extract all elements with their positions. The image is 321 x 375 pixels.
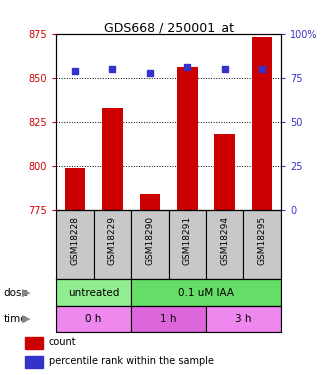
Point: [260, 66, 265, 72]
Text: GSM18229: GSM18229: [108, 216, 117, 264]
Bar: [94, 210, 131, 279]
Bar: [131, 210, 169, 279]
Text: ▶: ▶: [22, 314, 30, 324]
Text: count: count: [49, 337, 76, 347]
Bar: [56, 306, 131, 332]
Text: GDS668 / 250001_at: GDS668 / 250001_at: [104, 21, 233, 34]
Bar: [214, 134, 235, 210]
Point: [222, 66, 227, 72]
Text: dose: dose: [3, 288, 28, 297]
Bar: [131, 306, 206, 332]
Text: GSM18228: GSM18228: [70, 216, 79, 264]
Bar: [56, 279, 131, 306]
Bar: [206, 210, 243, 279]
Bar: [56, 210, 94, 279]
Text: GSM18290: GSM18290: [145, 216, 154, 265]
Bar: [177, 67, 197, 210]
Text: GSM18294: GSM18294: [220, 216, 229, 264]
Bar: [140, 194, 160, 210]
Bar: [102, 108, 123, 210]
Bar: [243, 210, 281, 279]
Point: [110, 66, 115, 72]
Bar: [25, 356, 43, 368]
Text: 0.1 uM IAA: 0.1 uM IAA: [178, 288, 234, 297]
Bar: [131, 279, 281, 306]
Point: [147, 69, 152, 75]
Point: [185, 64, 190, 70]
Bar: [206, 306, 281, 332]
Bar: [252, 37, 273, 210]
Point: [72, 68, 77, 74]
Text: ▶: ▶: [22, 288, 30, 297]
Text: time: time: [3, 314, 27, 324]
Bar: [65, 168, 85, 210]
Text: GSM18295: GSM18295: [258, 216, 267, 265]
Text: 1 h: 1 h: [160, 314, 177, 324]
Bar: [169, 210, 206, 279]
Bar: [25, 337, 43, 349]
Text: GSM18291: GSM18291: [183, 216, 192, 265]
Text: percentile rank within the sample: percentile rank within the sample: [49, 356, 214, 366]
Text: 0 h: 0 h: [85, 314, 102, 324]
Text: 3 h: 3 h: [235, 314, 252, 324]
Text: untreated: untreated: [68, 288, 119, 297]
